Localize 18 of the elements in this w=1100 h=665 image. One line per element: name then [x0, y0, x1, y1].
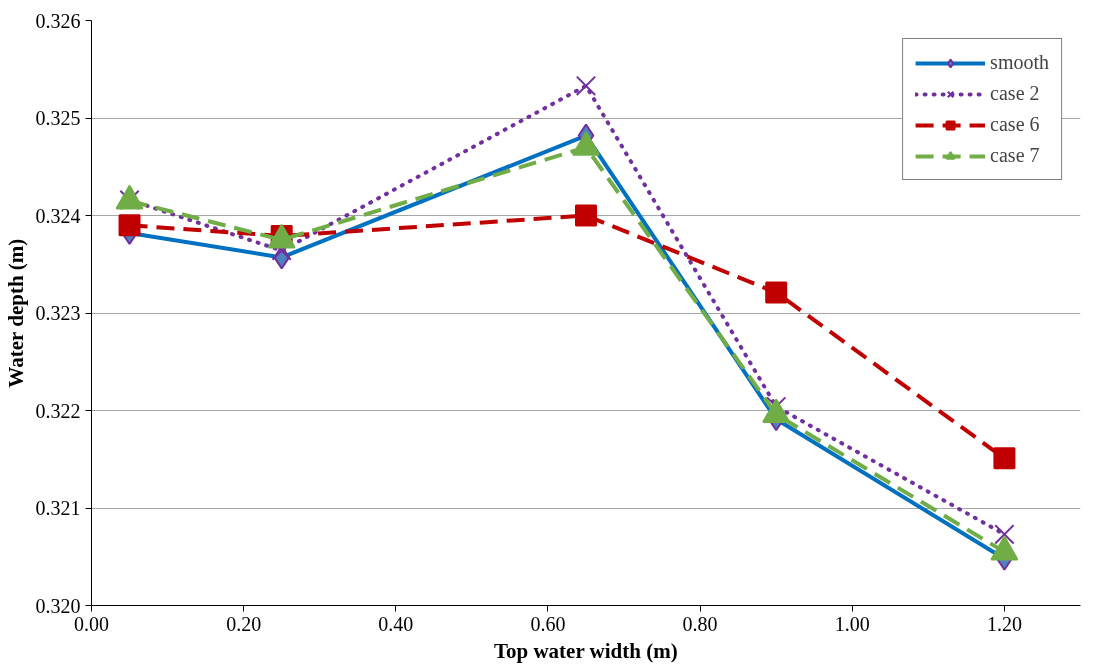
y-tick-label: 0.323	[35, 302, 81, 324]
y-tick-label: 0.322	[35, 399, 81, 422]
y-axis-title: Water depth (m)	[3, 238, 28, 388]
y-tick-label: 0.326	[35, 9, 81, 32]
y-tick-label: 0.324	[35, 204, 81, 227]
x-tick-label: 1.00	[834, 612, 870, 635]
x-tick-label: 0.80	[682, 612, 718, 635]
x-tick-label: 0.60	[530, 612, 566, 635]
x-tick-label: 1.20	[986, 612, 1022, 635]
legend-label: case 6	[990, 113, 1040, 136]
legend-label: case 2	[990, 82, 1040, 105]
legend-label: case 7	[990, 144, 1040, 167]
x-axis-title: Top water width (m)	[493, 638, 678, 663]
x-tick-label: 0.40	[378, 612, 414, 635]
x-tick-label: 0.20	[226, 612, 262, 635]
y-tick-label: 0.321	[35, 497, 81, 519]
y-tick-label: 0.325	[35, 107, 81, 129]
legend-label: smooth	[990, 51, 1049, 74]
